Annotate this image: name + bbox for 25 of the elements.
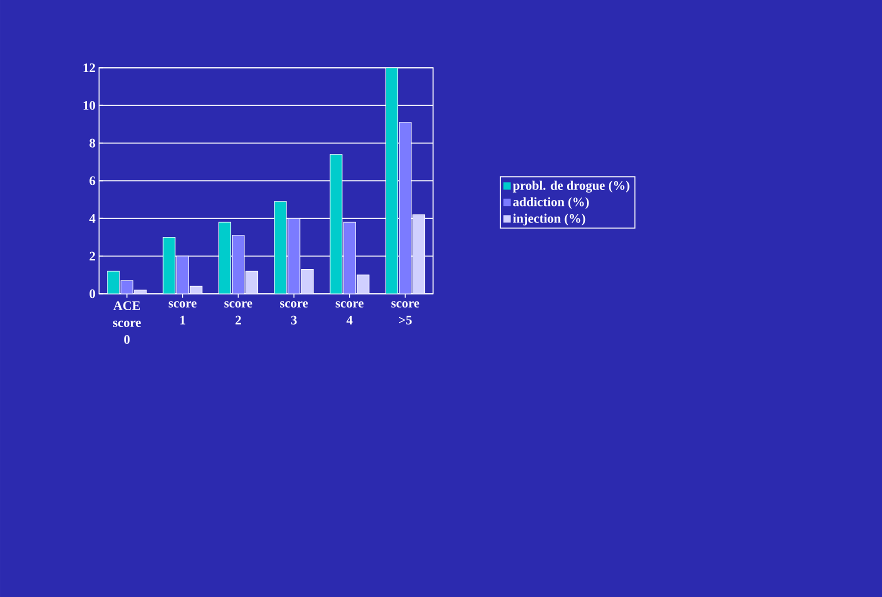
y-tick-label: 10 <box>84 101 96 110</box>
bar <box>301 268 314 294</box>
bar <box>356 274 370 294</box>
y-tick-label: 2 <box>90 252 96 260</box>
bar <box>245 270 258 294</box>
bar <box>412 214 426 294</box>
y-tick-label: 6 <box>90 176 96 186</box>
bar <box>330 154 342 294</box>
y-tick-label: 12 <box>84 63 96 72</box>
bar <box>274 201 287 294</box>
y-tick-label: 4 <box>89 214 96 223</box>
x-tick-label: score 4 <box>336 301 364 324</box>
bar <box>385 68 398 294</box>
x-tick-label: score 1 <box>168 301 197 324</box>
y-tick-label: 0 <box>90 289 96 298</box>
x-tick-label: score 3 <box>280 301 308 324</box>
bar <box>162 236 176 294</box>
legend-label: addiction (%) <box>513 197 589 209</box>
y-tick-label: 8 <box>90 138 96 148</box>
legend-label: probl. de drogue (%) <box>512 180 630 193</box>
bar <box>218 222 232 294</box>
x-tick-label: ACE score 0 <box>113 301 141 344</box>
x-tick-label: score 2 <box>224 301 252 324</box>
legend-label: injection (%) <box>513 214 586 226</box>
x-tick-label: score >5 <box>391 301 420 324</box>
